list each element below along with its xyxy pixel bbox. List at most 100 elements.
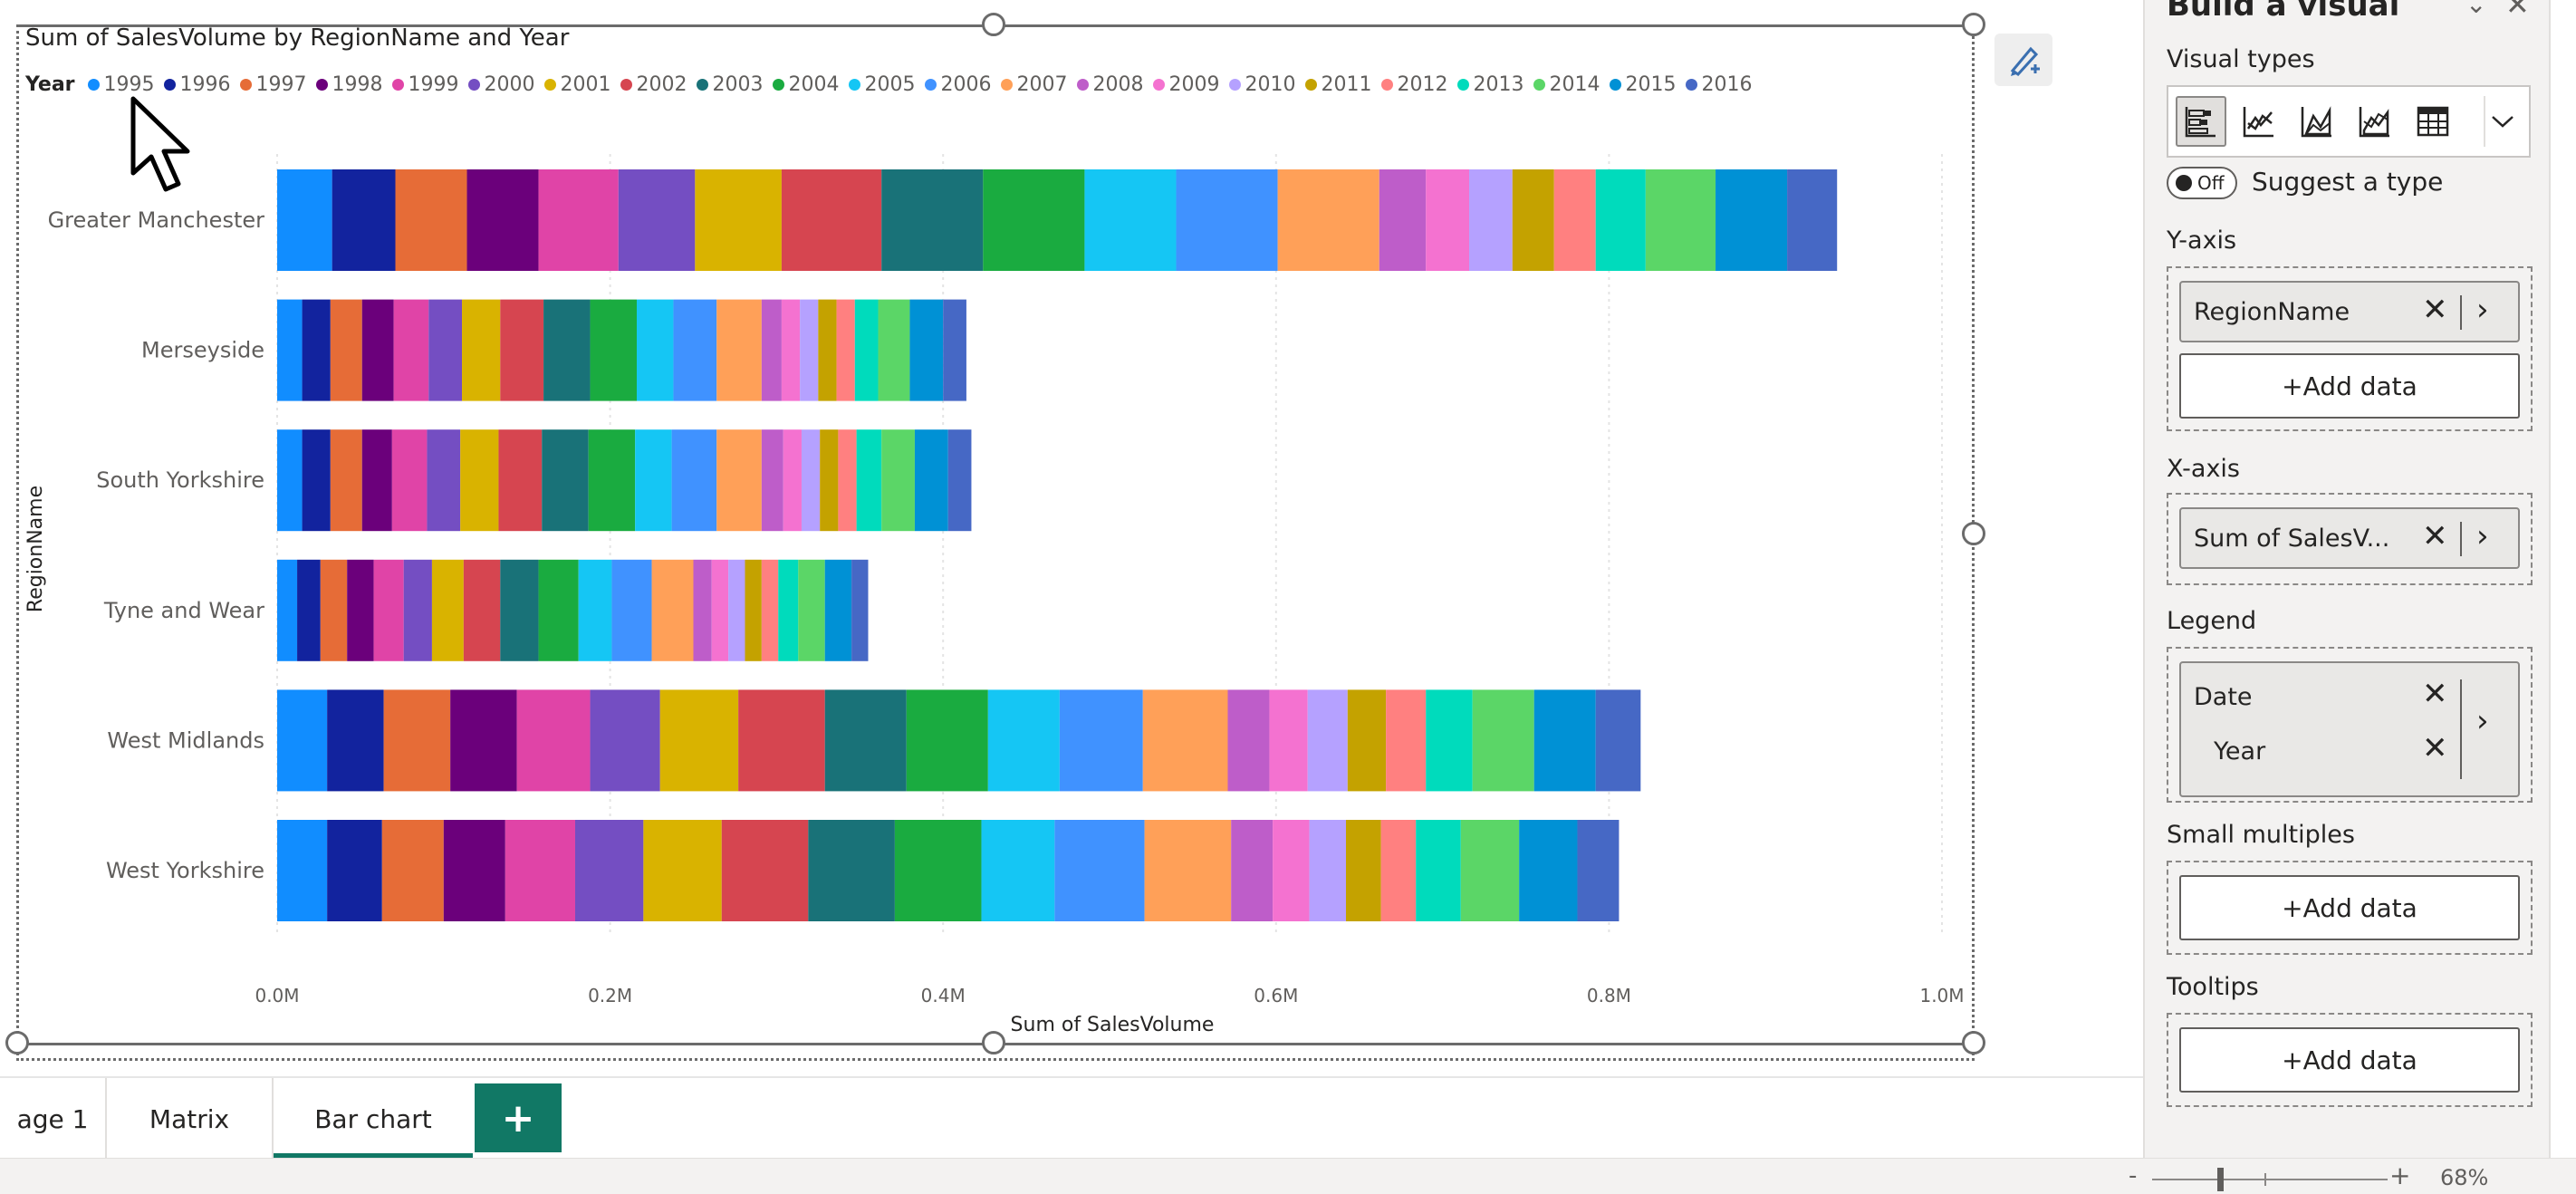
bar-segment[interactable] [428, 299, 463, 401]
bar-segment[interactable] [651, 559, 694, 661]
chevron-down-icon[interactable]: ⌄ [2465, 0, 2487, 19]
bar-segment[interactable] [332, 169, 396, 271]
bar-segment[interactable] [824, 559, 852, 661]
bar-segment[interactable] [808, 820, 895, 921]
legend-item[interactable]: 2015 [1609, 73, 1677, 96]
bar-chart-plot[interactable]: 0.0M 0.2M 0.4M 0.6M 0.8M 1.0M Greater Manchest… [0, 0, 2143, 1076]
legend-item[interactable]: 2009 [1152, 73, 1220, 96]
bar-segment[interactable] [330, 299, 362, 401]
format-painter-icon[interactable] [1994, 34, 2052, 86]
bar-segment[interactable] [500, 559, 539, 661]
bar-segment[interactable] [1460, 820, 1520, 921]
close-icon[interactable]: ✕ [2505, 0, 2530, 22]
bar-segment[interactable] [1595, 689, 1641, 792]
bar-segment[interactable] [881, 429, 915, 532]
bar-segment[interactable] [818, 299, 837, 401]
bar-segment[interactable] [395, 169, 467, 271]
stacked-bar-chart-icon[interactable] [2176, 96, 2226, 147]
bar-segment[interactable] [277, 299, 303, 401]
close-icon[interactable]: ✕ [2422, 292, 2448, 328]
bar-segment[interactable] [590, 689, 660, 792]
bar-segment[interactable] [878, 299, 910, 401]
bar-segment[interactable] [277, 820, 328, 921]
bar-segment[interactable] [578, 559, 612, 661]
legend-item[interactable]: 1997 [239, 73, 307, 96]
resize-handle-top-right[interactable] [1962, 13, 1985, 36]
chevron-down-icon[interactable] [2484, 96, 2520, 147]
line-chart-icon[interactable] [2234, 96, 2284, 147]
chevron-right-icon[interactable]: › [2476, 518, 2489, 554]
legend-item[interactable]: 2003 [696, 73, 764, 96]
bar-segment[interactable] [277, 689, 328, 792]
bar-segment[interactable] [1716, 169, 1788, 271]
bar-segment[interactable] [590, 299, 638, 401]
bar-segment[interactable] [943, 299, 966, 401]
resize-handle-bottom-left[interactable] [5, 1031, 29, 1054]
bar-segment[interactable] [659, 689, 739, 792]
legend-item[interactable]: 2010 [1228, 73, 1296, 96]
legend-item[interactable]: 1999 [391, 73, 459, 96]
add-page-button[interactable]: + [475, 1083, 562, 1152]
tab-matrix[interactable]: Matrix [107, 1078, 274, 1160]
chevron-right-icon[interactable]: › [2476, 292, 2489, 328]
bar-segment[interactable] [798, 559, 825, 661]
bar-segment[interactable] [854, 299, 879, 401]
bar-segment[interactable] [761, 429, 783, 532]
close-icon[interactable]: ✕ [2422, 676, 2448, 712]
bar-segment[interactable] [277, 559, 298, 661]
legend-item[interactable]: 2000 [467, 73, 535, 96]
bar-segment[interactable] [1309, 820, 1346, 921]
bar-segment[interactable] [728, 559, 745, 661]
bar-segment[interactable] [800, 299, 819, 401]
bar-segment[interactable] [1054, 820, 1145, 921]
legend-item[interactable]: 2001 [543, 73, 611, 96]
legend-item[interactable]: 2011 [1304, 73, 1372, 96]
tooltips-add-data-button[interactable]: +Add data [2179, 1027, 2520, 1093]
table-icon[interactable] [2408, 96, 2458, 147]
bar-segment[interactable] [538, 559, 579, 661]
bar-segment[interactable] [302, 429, 331, 532]
bar-segment[interactable] [460, 429, 499, 532]
bar-segment[interactable] [1553, 169, 1596, 271]
bar-segment[interactable] [643, 820, 722, 921]
legend-item[interactable]: 1995 [87, 73, 155, 96]
bar-segment[interactable] [781, 299, 801, 401]
bar-segment[interactable] [781, 169, 882, 271]
zoom-level[interactable]: 68% [2440, 1165, 2489, 1190]
bar-segment[interactable] [894, 820, 982, 921]
bar-segment[interactable] [1142, 689, 1228, 792]
bar-segment[interactable] [277, 169, 332, 271]
zoom-out-button[interactable]: - [2129, 1162, 2138, 1189]
y-axis-field-pill[interactable]: RegionName ✕ › [2179, 281, 2520, 342]
bar-segment[interactable] [983, 169, 1085, 271]
small-multiples-add-data-button[interactable]: +Add data [2179, 875, 2520, 940]
bar-segment[interactable] [543, 299, 591, 401]
area-chart-icon[interactable] [2292, 96, 2342, 147]
bar-segment[interactable] [778, 559, 799, 661]
bar-segment[interactable] [1307, 689, 1348, 792]
bar-segment[interactable] [611, 559, 652, 661]
chevron-right-icon[interactable]: › [2476, 703, 2489, 739]
bar-segment[interactable] [824, 689, 907, 792]
legend-item[interactable]: 2016 [1685, 73, 1753, 96]
suggest-type-toggle[interactable]: Off [2167, 167, 2237, 199]
bar-segment[interactable] [1787, 169, 1838, 271]
resize-handle-bottom[interactable] [982, 1031, 1005, 1054]
bar-segment[interactable] [1426, 689, 1473, 792]
legend-item[interactable]: 2012 [1380, 73, 1448, 96]
bar-segment[interactable] [542, 429, 589, 532]
bar-segment[interactable] [801, 429, 821, 532]
legend-item[interactable]: 2006 [924, 73, 992, 96]
bar-segment[interactable] [431, 559, 464, 661]
bar-segment[interactable] [761, 299, 782, 401]
bar-segment[interactable] [1269, 689, 1308, 792]
bar-segment[interactable] [373, 559, 404, 661]
resize-handle-top[interactable] [982, 13, 1005, 36]
legend-item[interactable]: 2004 [772, 73, 840, 96]
bar-segment[interactable] [637, 299, 674, 401]
bar-segment[interactable] [302, 299, 331, 401]
bar-segment[interactable] [1386, 689, 1427, 792]
bar-segment[interactable] [505, 820, 576, 921]
bar-segment[interactable] [783, 429, 802, 532]
bar-segment[interactable] [320, 559, 348, 661]
